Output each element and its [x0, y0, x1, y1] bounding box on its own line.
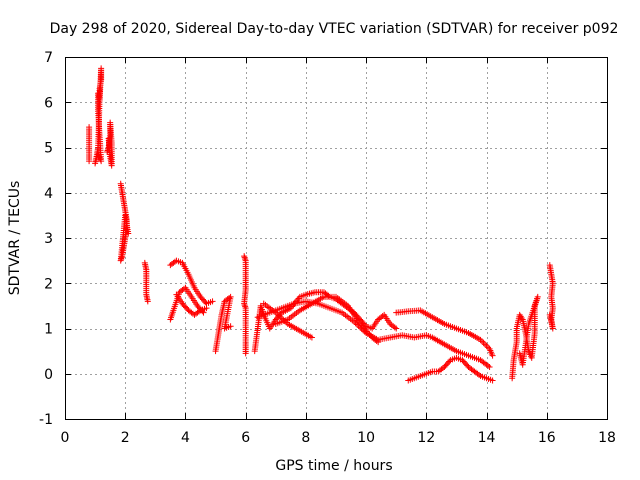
data-point [227, 323, 234, 330]
data-point [480, 339, 487, 346]
x-tick-label: 14 [478, 430, 496, 446]
grid [65, 57, 607, 419]
y-tick-labels: -1 0 1 2 3 4 5 6 7 [39, 50, 53, 428]
data-point [242, 350, 249, 357]
y-tick-label: 6 [44, 95, 53, 111]
data-point [202, 299, 209, 306]
data-point [486, 363, 493, 370]
y-tick-label: -1 [39, 412, 53, 428]
data-point [209, 298, 216, 305]
data-point [375, 339, 382, 346]
data-point [489, 352, 496, 359]
data-points [86, 65, 556, 384]
data-point [242, 303, 249, 310]
data-point [203, 305, 210, 312]
data-point [144, 298, 151, 305]
data-point [241, 254, 248, 261]
x-tick-label: 16 [538, 430, 556, 446]
y-tick-label: 5 [44, 141, 53, 157]
data-point [483, 342, 490, 349]
data-point [393, 325, 400, 332]
y-tick-label: 3 [44, 231, 53, 247]
x-tick-label: 6 [241, 430, 250, 446]
x-tick-label: 8 [301, 430, 310, 446]
data-point [446, 358, 453, 365]
y-tick-label: 4 [44, 186, 53, 202]
data-point [200, 309, 207, 316]
y-axis-title: SDTVAR / TECUs [7, 181, 23, 296]
data-point [546, 311, 553, 318]
y-tick-label: 1 [44, 322, 53, 338]
y-tick-label: 0 [44, 367, 53, 383]
data-point [242, 256, 249, 263]
x-tick-label: 0 [61, 430, 70, 446]
x-tick-label: 12 [417, 430, 435, 446]
data-point [308, 334, 315, 341]
axis-ticks [65, 57, 608, 420]
x-tick-label: 10 [357, 430, 375, 446]
y-tick-label: 2 [44, 276, 53, 292]
data-point [86, 158, 93, 165]
x-tick-labels: 0 2 4 6 8 10 12 14 16 18 [61, 430, 616, 446]
data-point [125, 230, 132, 237]
data-point [489, 377, 496, 384]
chart-title: Day 298 of 2020, Sidereal Day-to-day VTE… [50, 21, 619, 37]
data-point [105, 135, 112, 142]
y-tick-label: 7 [44, 50, 53, 66]
x-tick-label: 4 [181, 430, 190, 446]
x-axis-title: GPS time / hours [275, 458, 392, 474]
data-point [516, 350, 523, 357]
data-point [95, 151, 102, 158]
x-tick-label: 18 [598, 430, 616, 446]
x-tick-label: 2 [121, 430, 130, 446]
